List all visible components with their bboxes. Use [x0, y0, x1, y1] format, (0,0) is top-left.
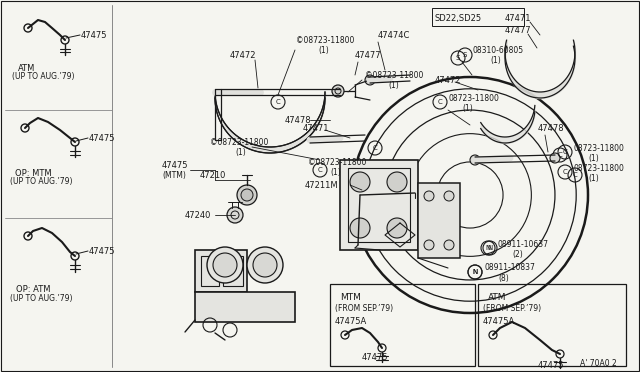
Text: (1): (1) — [235, 148, 246, 157]
Text: 47478: 47478 — [538, 124, 564, 132]
Text: ©08723-11800: ©08723-11800 — [296, 35, 355, 45]
Text: (2): (2) — [512, 250, 523, 259]
Text: N: N — [488, 245, 493, 251]
Bar — [201, 256, 219, 286]
Text: 47472: 47472 — [230, 51, 257, 60]
Text: C: C — [557, 152, 563, 158]
Circle shape — [350, 218, 370, 238]
Text: 47475: 47475 — [89, 134, 115, 142]
Circle shape — [237, 185, 257, 205]
Text: ©08723-11800: ©08723-11800 — [308, 157, 366, 167]
Text: 47475: 47475 — [81, 31, 108, 39]
Text: C: C — [317, 167, 323, 173]
Text: 47475: 47475 — [362, 353, 388, 362]
Circle shape — [365, 75, 375, 85]
Text: 47477: 47477 — [505, 26, 532, 35]
Text: 47475: 47475 — [162, 160, 189, 170]
Text: N: N — [485, 245, 491, 251]
Circle shape — [550, 153, 560, 163]
Text: (FROM SEP.’79): (FROM SEP.’79) — [335, 304, 393, 312]
Text: C: C — [372, 145, 378, 151]
Text: C: C — [563, 149, 568, 155]
Text: MTM: MTM — [340, 292, 361, 301]
Bar — [195, 292, 295, 322]
Text: SD22,SD25: SD22,SD25 — [435, 13, 482, 22]
Text: (1): (1) — [462, 103, 473, 112]
Text: 08911-10837: 08911-10837 — [485, 263, 536, 273]
Text: 47475A: 47475A — [483, 317, 515, 327]
Text: C: C — [563, 169, 568, 175]
Text: N: N — [472, 269, 477, 275]
Circle shape — [227, 207, 243, 223]
Text: ©08723-11800: ©08723-11800 — [210, 138, 268, 147]
Bar — [330, 284, 475, 366]
Text: N: N — [472, 269, 477, 275]
Text: 47474C: 47474C — [378, 31, 410, 39]
Text: (1): (1) — [490, 55, 500, 64]
Text: 47210: 47210 — [200, 170, 227, 180]
Text: 47211M: 47211M — [305, 180, 339, 189]
Text: 47475: 47475 — [89, 247, 115, 256]
Text: 08911-10637: 08911-10637 — [498, 240, 549, 248]
Text: 47477: 47477 — [355, 51, 381, 60]
Text: 08723-11800: 08723-11800 — [574, 164, 625, 173]
Bar — [418, 183, 460, 258]
Text: 08723-11800: 08723-11800 — [449, 93, 500, 103]
Circle shape — [332, 85, 344, 97]
Text: 47475: 47475 — [538, 360, 564, 369]
Text: ©08723-11800: ©08723-11800 — [365, 71, 424, 80]
Bar — [195, 250, 247, 292]
Circle shape — [241, 189, 253, 201]
Circle shape — [470, 155, 480, 165]
Circle shape — [253, 253, 277, 277]
Text: OP: ATM: OP: ATM — [16, 285, 51, 295]
Text: (8): (8) — [498, 273, 509, 282]
Circle shape — [444, 240, 454, 250]
Text: S: S — [456, 55, 460, 61]
Text: A' 70A0 2: A' 70A0 2 — [580, 359, 617, 368]
Text: (1): (1) — [588, 173, 599, 183]
Bar — [340, 160, 418, 250]
Text: OP: MTM: OP: MTM — [15, 169, 52, 177]
Circle shape — [247, 247, 283, 283]
Text: (UP TO AUG.’79): (UP TO AUG.’79) — [12, 71, 74, 80]
Text: S: S — [463, 52, 467, 58]
Text: (UP TO AUG.’79): (UP TO AUG.’79) — [10, 294, 72, 302]
Circle shape — [444, 191, 454, 201]
Bar — [432, 8, 524, 26]
Circle shape — [387, 172, 407, 192]
Text: (1): (1) — [388, 80, 399, 90]
Text: C: C — [438, 99, 442, 105]
Circle shape — [424, 191, 434, 201]
Text: 08723-11800: 08723-11800 — [574, 144, 625, 153]
Text: (1): (1) — [318, 45, 329, 55]
Text: 47475A: 47475A — [335, 317, 367, 327]
Text: ATM: ATM — [488, 292, 506, 301]
Text: 47471: 47471 — [303, 124, 330, 132]
Text: (MTM): (MTM) — [162, 170, 186, 180]
Text: C: C — [573, 172, 577, 178]
Text: (1): (1) — [330, 167, 340, 176]
Bar — [223, 256, 243, 286]
Text: C: C — [276, 99, 280, 105]
Bar — [478, 284, 626, 366]
Bar — [348, 168, 410, 242]
Text: 47240: 47240 — [185, 211, 211, 219]
Circle shape — [350, 172, 370, 192]
Circle shape — [387, 218, 407, 238]
Circle shape — [207, 247, 243, 283]
Text: 47478: 47478 — [285, 115, 312, 125]
Text: (UP TO AUG.’79): (UP TO AUG.’79) — [10, 176, 72, 186]
Circle shape — [213, 253, 237, 277]
Text: 08310-60805: 08310-60805 — [473, 45, 524, 55]
Text: (FROM SEP.’79): (FROM SEP.’79) — [483, 304, 541, 312]
Text: (1): (1) — [588, 154, 599, 163]
Text: 47472: 47472 — [435, 76, 461, 84]
Circle shape — [424, 240, 434, 250]
Text: ATM: ATM — [18, 64, 35, 73]
Text: 47471: 47471 — [505, 13, 531, 22]
